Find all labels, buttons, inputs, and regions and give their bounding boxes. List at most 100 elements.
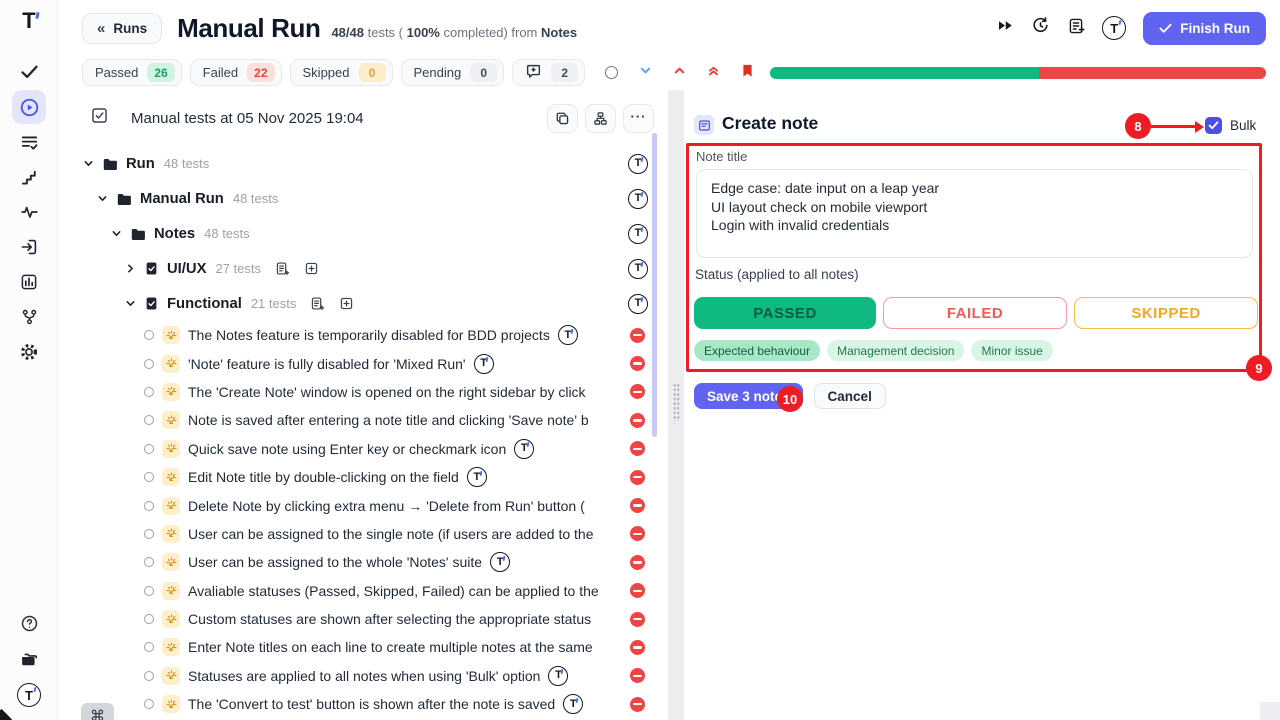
add-test-icon[interactable]: [304, 261, 319, 276]
tree-suite-functional[interactable]: Functional 21 tests T: [58, 286, 668, 321]
tree-folder-run[interactable]: Run 48 tests T: [58, 146, 668, 181]
test-row[interactable]: The 'Convert to test' button is shown af…: [58, 690, 668, 718]
bulk-label[interactable]: Bulk: [1230, 118, 1257, 133]
status-failed-button[interactable]: FAILED: [883, 297, 1067, 329]
blocked-status-icon[interactable]: [630, 412, 645, 428]
blocked-status-icon[interactable]: [630, 384, 645, 400]
chevron-down-icon[interactable]: [110, 228, 122, 239]
back-to-runs-button[interactable]: « Runs: [82, 12, 163, 44]
chevron-down-icon[interactable]: [124, 298, 136, 309]
test-row[interactable]: Custom statuses are shown after selectin…: [58, 605, 668, 633]
test-title[interactable]: Quick save note using Enter key or check…: [188, 440, 507, 457]
tag-minor-issue[interactable]: Minor issue: [971, 340, 1053, 361]
blocked-status-icon[interactable]: [630, 668, 645, 684]
command-key-button[interactable]: ⌘: [81, 703, 114, 720]
filter-failed[interactable]: Failed 22: [189, 59, 282, 86]
node-name[interactable]: Notes: [154, 225, 196, 242]
app-logo-icon[interactable]: T: [0, 8, 58, 34]
finish-run-button[interactable]: Finish Run: [1143, 11, 1266, 45]
test-row[interactable]: Enter Note titles on each line to create…: [58, 633, 668, 661]
projects-folder-icon[interactable]: [17, 647, 41, 671]
test-title[interactable]: Statuses are applied to all notes when u…: [188, 667, 541, 684]
test-title[interactable]: Avaliable statuses (Passed, Skipped, Fai…: [188, 582, 599, 599]
node-name[interactable]: Manual Run: [140, 190, 224, 207]
blocked-status-icon[interactable]: [630, 583, 645, 599]
test-row[interactable]: Statuses are applied to all notes when u…: [58, 662, 668, 690]
tag-management-decision[interactable]: Management decision: [827, 340, 965, 361]
test-select-circle[interactable]: [144, 642, 154, 653]
status-skipped-button[interactable]: SKIPPED: [1074, 297, 1258, 329]
tree-folder-notes[interactable]: Notes 48 tests T: [58, 216, 668, 251]
tag-expected-behaviour[interactable]: Expected behaviour: [694, 340, 821, 361]
test-row[interactable]: User can be assigned to the single note …: [58, 520, 668, 548]
test-select-circle[interactable]: [144, 528, 154, 539]
add-document-icon[interactable]: [1067, 17, 1085, 40]
filter-pending[interactable]: Pending 0: [400, 59, 505, 86]
blocked-status-icon[interactable]: [630, 356, 645, 372]
test-row[interactable]: The Notes feature is temporarily disable…: [58, 321, 668, 349]
test-title[interactable]: User can be assigned to the single note …: [188, 525, 594, 542]
prev-failed-icon[interactable]: [673, 64, 686, 82]
sidebar-analytics-icon[interactable]: [17, 270, 41, 294]
test-select-circle[interactable]: [144, 330, 154, 341]
sidebar-steps-icon[interactable]: [17, 165, 41, 189]
blocked-status-icon[interactable]: [630, 327, 645, 343]
test-title[interactable]: The Notes feature is temporarily disable…: [188, 327, 550, 344]
test-row[interactable]: User can be assigned to the whole 'Notes…: [58, 548, 668, 576]
add-note-icon[interactable]: [310, 296, 325, 311]
test-row[interactable]: The 'Create Note' window is opened on th…: [58, 378, 668, 406]
filter-skipped[interactable]: Skipped 0: [289, 59, 393, 86]
note-title-textarea[interactable]: Edge case: date input on a leap year UI l…: [696, 169, 1253, 258]
chevron-down-icon[interactable]: [82, 158, 94, 169]
node-name[interactable]: Run: [126, 155, 155, 172]
add-test-icon[interactable]: [339, 296, 354, 311]
test-select-circle[interactable]: [144, 699, 154, 710]
test-select-circle[interactable]: [144, 500, 154, 511]
test-title[interactable]: The 'Create Note' window is opened on th…: [188, 383, 586, 400]
test-select-circle[interactable]: [144, 415, 154, 426]
cancel-button[interactable]: Cancel: [813, 383, 886, 409]
test-row[interactable]: Note is saved after entering a note titl…: [58, 406, 668, 434]
chevron-down-icon[interactable]: [96, 193, 108, 204]
test-title[interactable]: Delete Note by clicking extra menu → 'De…: [188, 497, 585, 514]
test-select-circle[interactable]: [144, 614, 154, 625]
copy-icon[interactable]: [547, 103, 578, 133]
test-select-circle[interactable]: [144, 443, 154, 454]
filter-passed[interactable]: Passed 26: [82, 59, 182, 86]
fast-forward-icon[interactable]: [996, 18, 1014, 38]
sidebar-test-plans-icon[interactable]: [17, 130, 41, 154]
test-title[interactable]: Enter Note titles on each line to create…: [188, 639, 593, 656]
chevron-right-icon[interactable]: [124, 263, 136, 274]
timer-icon[interactable]: [1031, 16, 1050, 40]
test-select-circle[interactable]: [144, 670, 154, 681]
help-icon[interactable]: [17, 611, 41, 635]
node-name[interactable]: Functional: [167, 295, 242, 312]
test-select-circle[interactable]: [144, 472, 154, 483]
sidebar-pulse-icon[interactable]: [17, 200, 41, 224]
test-select-circle[interactable]: [144, 358, 154, 369]
test-title[interactable]: Note is saved after entering a note titl…: [188, 412, 589, 429]
test-row[interactable]: Delete Note by clicking extra menu → 'De…: [58, 491, 668, 519]
test-row[interactable]: Edit Note title by double-clicking on th…: [58, 463, 668, 491]
status-circle-icon[interactable]: [605, 66, 619, 79]
first-failed-icon[interactable]: [707, 64, 720, 82]
sidebar-import-icon[interactable]: [17, 235, 41, 259]
blocked-status-icon[interactable]: [630, 498, 645, 514]
test-title[interactable]: Custom statuses are shown after selectin…: [188, 611, 592, 628]
test-title[interactable]: Edit Note title by double-clicking on th…: [188, 469, 459, 486]
blocked-status-icon[interactable]: [630, 639, 645, 655]
sidebar-runs-icon[interactable]: [12, 90, 46, 124]
test-title[interactable]: User can be assigned to the whole 'Notes…: [188, 554, 483, 571]
testomat-logo-icon[interactable]: T: [1102, 16, 1127, 40]
test-row[interactable]: Avaliable statuses (Passed, Skipped, Fai…: [58, 577, 668, 605]
test-title[interactable]: The 'Convert to test' button is shown af…: [188, 696, 556, 713]
test-select-circle[interactable]: [144, 557, 154, 568]
divider-drag-handle-icon[interactable]: [672, 383, 680, 421]
testomat-badge-icon[interactable]: T: [17, 683, 41, 707]
status-passed-button[interactable]: PASSED: [694, 297, 876, 329]
test-select-circle[interactable]: [144, 386, 154, 397]
test-row[interactable]: Quick save note using Enter key or check…: [58, 435, 668, 463]
blocked-status-icon[interactable]: [630, 526, 645, 542]
more-options-button[interactable]: ···: [623, 103, 654, 133]
tree-view-icon[interactable]: [585, 103, 616, 133]
